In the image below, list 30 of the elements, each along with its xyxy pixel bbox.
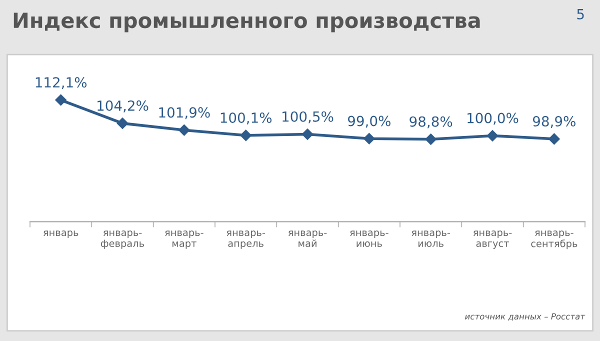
point bbox=[425, 134, 436, 145]
data-label: 98,8% bbox=[410, 116, 452, 128]
data-label: 100,1% bbox=[220, 112, 272, 124]
data-label: 100,5% bbox=[282, 111, 334, 124]
data-label: 99,0% bbox=[348, 116, 390, 128]
point bbox=[240, 130, 252, 142]
point bbox=[548, 133, 560, 145]
data-label: 98,9% bbox=[532, 116, 576, 128]
data-label: 112,1% bbox=[36, 77, 87, 90]
x-tick-label: январь bbox=[43, 230, 78, 238]
text: 5 bbox=[577, 9, 584, 20]
point bbox=[178, 124, 190, 136]
data-label: 100,0% bbox=[468, 112, 518, 125]
x-tick-label: январь-май bbox=[288, 230, 327, 248]
data-label: 104,2% bbox=[98, 100, 148, 112]
x-tick-label: январь-апрель bbox=[226, 230, 266, 249]
point bbox=[116, 118, 128, 129]
data-label: 101,9% bbox=[159, 107, 210, 120]
point bbox=[302, 128, 314, 140]
x-tick-label: январь-июнь bbox=[350, 230, 388, 248]
point bbox=[364, 133, 375, 144]
x-tick-label: январь-февраль bbox=[100, 230, 144, 249]
x-tick-label: январь-июль bbox=[412, 230, 450, 248]
chart-title: Индекс промышленного производства bbox=[14, 12, 480, 32]
point bbox=[486, 130, 498, 142]
x-tick-label: январь-сентябрь bbox=[531, 230, 578, 250]
x-tick-label: январь-август bbox=[473, 230, 512, 249]
text: источник данных – Росстат bbox=[465, 313, 586, 321]
x-tick-label: январь-март bbox=[165, 230, 204, 249]
point bbox=[55, 94, 66, 106]
